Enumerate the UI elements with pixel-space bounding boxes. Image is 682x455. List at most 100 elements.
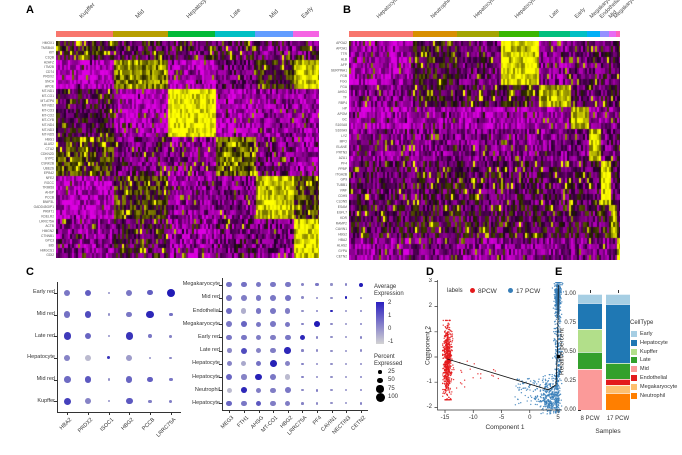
dotplot-y-axis [222, 278, 223, 410]
expression-dot [168, 377, 173, 382]
gene-label: SERPINA1 [330, 68, 347, 73]
expression-dot [358, 282, 363, 287]
expression-dot [148, 399, 152, 403]
expression-dot [226, 294, 233, 301]
expression-dot [126, 397, 133, 405]
cluster-color-segment [538, 31, 570, 37]
gene-label: GYPC [44, 157, 54, 161]
expression-dot [285, 400, 291, 406]
dotplot-row-label: Late red [34, 332, 55, 339]
gene-label: HBG1 [45, 137, 54, 142]
col-tick [316, 410, 318, 413]
cluster-label: Hepatocyte [473, 0, 498, 21]
expression-dot [284, 334, 291, 341]
gene-label: TTR [340, 52, 347, 56]
gene-label: AHSG [337, 90, 347, 95]
cluster-label: Mid [134, 8, 146, 20]
bar-top-tick [590, 290, 591, 293]
expression-dot [315, 349, 319, 352]
dotplot-row-label: Neutrophil [194, 386, 220, 393]
bar-y-tick: 0.00 [564, 406, 576, 413]
expression-dot [270, 334, 276, 341]
cluster-color-segment [254, 31, 293, 37]
expression-dot [270, 281, 276, 288]
scatter-legend-label: 17 PCW [516, 288, 541, 295]
expression-dot [125, 332, 134, 340]
gene-label: BID [48, 243, 54, 248]
expression-dot [345, 323, 348, 326]
expression-dot [315, 309, 319, 313]
gene-label: C1QB [45, 55, 54, 60]
expression-dot [148, 356, 152, 360]
gene-label: FGG [339, 79, 347, 84]
expression-dot [63, 332, 72, 340]
expression-dot [330, 362, 333, 365]
gene-label: FGA [340, 85, 347, 89]
gene-label: RGCC [44, 181, 54, 185]
expression-dot [126, 354, 133, 361]
col-tick [67, 412, 69, 415]
gene-label: ITGA2B [335, 172, 347, 177]
cluster-color-segment [214, 31, 255, 37]
expression-dot [241, 334, 247, 341]
expression-dot [241, 308, 247, 314]
gene-label: AHSP [45, 190, 54, 195]
gene-label: HMGN2 [42, 229, 54, 233]
pct-dot [377, 377, 383, 384]
expression-dot [107, 378, 110, 381]
cluster-color-segment [615, 31, 620, 37]
expression-dot [285, 321, 291, 327]
expression-dot [270, 374, 276, 380]
expression-dot [284, 387, 291, 394]
expression-dot [330, 375, 333, 379]
dotplot-row-label: Megakaryocyte [182, 281, 220, 288]
scatter-y-tick: 1 [428, 328, 432, 335]
gene-label: GC [342, 118, 347, 122]
expression-dot [241, 400, 247, 407]
expression-dot [146, 310, 154, 319]
expression-dot [226, 400, 233, 407]
expression-dot [148, 334, 152, 338]
expression-dot [284, 294, 291, 301]
bar-y-tickmark [578, 410, 581, 411]
gene-label: APOA2 [336, 41, 347, 46]
pct-dot [376, 385, 384, 393]
bar-segment-early [606, 293, 630, 304]
expression-dot [330, 389, 333, 392]
bar-segment-late [606, 363, 630, 379]
cluster-color-segment [569, 31, 588, 37]
expression-dot [344, 283, 348, 286]
avg-tick-label: 1 [388, 313, 392, 319]
expression-dot [84, 376, 92, 383]
gene-label: TMSB4X [40, 46, 54, 50]
expression-dot [315, 282, 319, 287]
expression-dot [270, 321, 276, 328]
expression-dot [269, 360, 277, 368]
bar-segment-neutrophil [606, 393, 630, 410]
cluster-color-segment [292, 31, 319, 37]
expression-dot [63, 397, 71, 405]
expression-dot [64, 354, 71, 361]
gene-label: BNIP3L [42, 200, 54, 205]
scatter-legend-label: 8PCW [478, 288, 497, 295]
gene-label: GADD45GIP1 [33, 205, 54, 209]
dotplot-x-axis [222, 410, 368, 411]
expression-dot [359, 323, 362, 326]
expression-dot [226, 321, 233, 328]
row-tick [54, 401, 57, 403]
cluster-label: Kupffer [79, 2, 97, 21]
expression-dot [64, 311, 71, 318]
expression-dot [330, 336, 333, 339]
expression-dot [285, 374, 291, 380]
dotplot-gene-label: ISOC1 [98, 417, 115, 433]
expression-dot [344, 296, 348, 300]
gene-label: NFE2 [45, 176, 54, 180]
bar-xlabel: Samples [595, 428, 621, 435]
cluster-label: Early [573, 6, 587, 21]
heatmap-a-canvas [56, 41, 319, 258]
scatter-x-tick: 0 [528, 415, 532, 421]
gene-label: FGB [340, 74, 347, 78]
panel-e-letter: E [555, 266, 563, 278]
cluster-color-segment [609, 31, 616, 37]
gene-label: MT-ATP6 [40, 99, 54, 103]
